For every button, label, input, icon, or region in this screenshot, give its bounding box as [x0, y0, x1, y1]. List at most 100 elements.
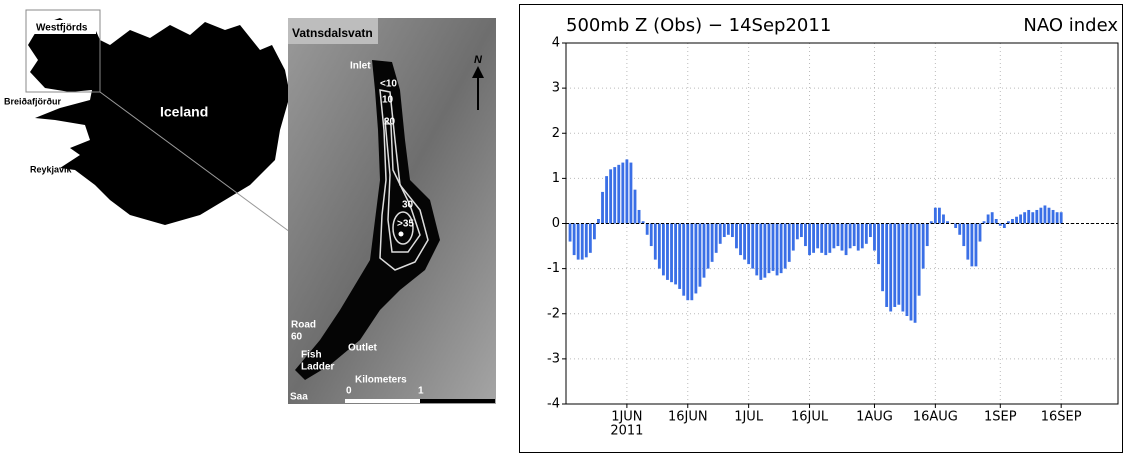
- bar: [1039, 207, 1043, 224]
- bar: [645, 223, 649, 235]
- bar: [576, 223, 580, 260]
- bar: [856, 223, 860, 251]
- bar: [1015, 216, 1018, 224]
- bar: [1043, 205, 1047, 224]
- scale-label: 0: [346, 386, 352, 397]
- bar: [682, 223, 686, 296]
- lake-label: Saa: [290, 392, 308, 403]
- depth-label: >35: [397, 219, 414, 230]
- bar: [787, 223, 791, 262]
- bar: [1031, 212, 1035, 224]
- bar: [601, 191, 604, 224]
- bar: [921, 223, 925, 269]
- bar: [641, 221, 645, 224]
- bar: [706, 223, 710, 269]
- bar: [613, 167, 617, 224]
- bar: [828, 223, 832, 253]
- x-tick-label: 16JUN: [668, 410, 708, 425]
- label-bg: [34, 20, 96, 34]
- x-tick-label: 16SEP: [1041, 410, 1082, 425]
- bar: [649, 223, 653, 247]
- bar: [584, 223, 588, 258]
- bar: [804, 223, 807, 247]
- x-tick-label: 1SEP: [984, 410, 1017, 425]
- bar: [572, 223, 576, 256]
- lake-label: Fish: [301, 350, 322, 361]
- north-label: N: [474, 54, 483, 66]
- bar: [657, 223, 661, 269]
- north-arrowhead: [472, 66, 484, 78]
- bar: [974, 223, 978, 267]
- bar: [873, 223, 876, 251]
- bar: [1035, 209, 1039, 224]
- lake-title: Vatnsdalsvatn: [292, 26, 373, 40]
- bar: [767, 223, 771, 274]
- bar: [905, 223, 909, 317]
- map-label: Iceland: [160, 104, 208, 120]
- depth-label: 20: [384, 117, 396, 128]
- y-tick-label: 3: [552, 81, 560, 96]
- y-tick-label: 0: [552, 216, 560, 231]
- lake-label: Outlet: [348, 343, 378, 354]
- iceland-map: Westfjörds Breiðafjörður Iceland Reykjav…: [4, 9, 291, 233]
- bar: [942, 214, 945, 224]
- bar: [881, 223, 885, 292]
- bar: [779, 223, 783, 274]
- depth-label: 30: [402, 200, 414, 211]
- bar: [735, 223, 738, 249]
- bar: [690, 223, 694, 301]
- bar: [726, 223, 730, 235]
- photo-header: [288, 18, 378, 44]
- bar: [832, 223, 836, 249]
- bar: [897, 223, 901, 305]
- scale-bar: [345, 399, 420, 403]
- y-tick-label: 2: [552, 126, 560, 141]
- chart-title: 500mb Z (Obs) − 14Sep2011: [566, 15, 831, 36]
- bar: [580, 223, 584, 260]
- bar: [686, 223, 690, 301]
- bar: [824, 223, 828, 256]
- bar: [670, 223, 673, 283]
- bar: [844, 223, 848, 256]
- bar: [913, 223, 917, 323]
- bar: [982, 221, 986, 224]
- x-year-label: 2011: [610, 424, 643, 439]
- bar: [954, 223, 958, 229]
- contour: [392, 211, 414, 245]
- bar: [808, 223, 811, 256]
- bar: [929, 221, 933, 224]
- bar: [816, 223, 820, 249]
- bar: [933, 207, 937, 224]
- lake-label: 60: [291, 332, 303, 343]
- bar: [885, 223, 889, 307]
- lake-label: Inlet: [350, 61, 371, 72]
- x-tick-label: 16AUG: [913, 410, 958, 425]
- bar: [775, 223, 779, 276]
- bar: [986, 214, 990, 224]
- bar: [698, 223, 702, 287]
- iceland-shape: [28, 18, 290, 225]
- sample-point: [398, 231, 404, 237]
- bar: [925, 223, 929, 247]
- bar: [621, 162, 625, 224]
- y-tick-label: -3: [547, 351, 560, 366]
- bar: [1051, 209, 1055, 224]
- bar: [812, 223, 816, 253]
- bar: [609, 169, 613, 224]
- bar: [962, 223, 966, 247]
- y-tick-label: -1: [547, 261, 560, 276]
- contour: [384, 118, 421, 253]
- bar: [1011, 218, 1014, 224]
- y-tick-label: 4: [552, 36, 560, 51]
- depth-label: <10: [380, 79, 397, 90]
- map-label: Breiðafjörður: [4, 96, 62, 106]
- bar: [763, 223, 767, 278]
- chart-subtitle: NAO index: [1023, 15, 1118, 36]
- bar: [739, 223, 742, 256]
- bar: [848, 223, 852, 249]
- y-tick-label: -4: [547, 397, 560, 412]
- bar: [694, 223, 698, 294]
- bar: [1019, 214, 1023, 224]
- lake-photo: Vatnsdalsvatn Inlet <10 10 20 30 >35 N R…: [288, 18, 496, 404]
